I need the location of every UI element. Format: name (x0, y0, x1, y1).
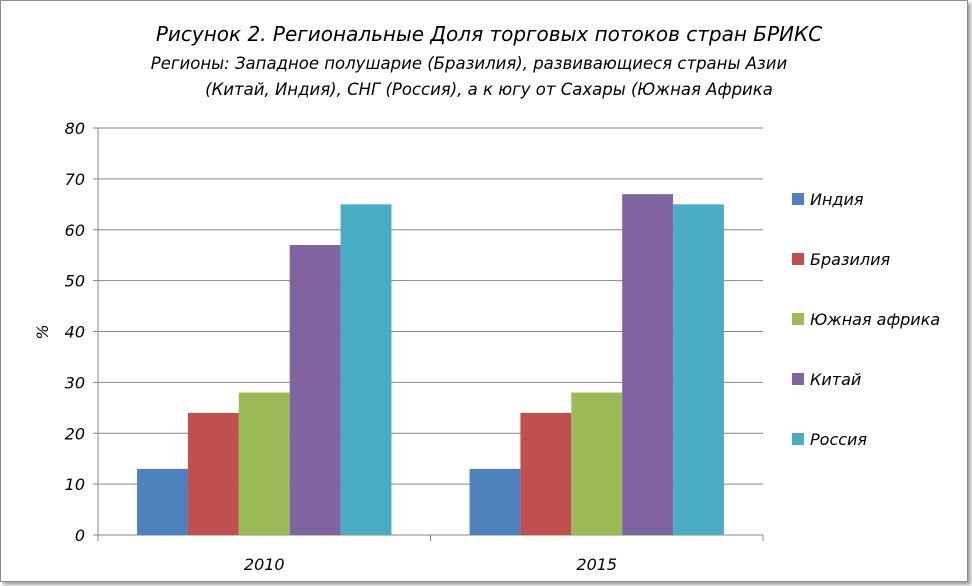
bar-2015-0 (469, 468, 521, 535)
y-tick-label: 70 (65, 170, 85, 189)
legend-swatch-2 (792, 313, 804, 325)
y-axis-label: % (33, 324, 52, 339)
legend-label: Индия (810, 190, 864, 209)
bars (137, 194, 724, 535)
chart-subtitle-line-2: (Китай, Индия), СНГ (Россия), а к югу от… (205, 80, 773, 99)
y-tick-label: 60 (65, 221, 85, 240)
bar-2015-3 (622, 194, 674, 535)
y-tick-label: 30 (65, 373, 85, 392)
bar-2015-2 (571, 392, 623, 535)
x-tick-labels: 2010 2015 (244, 555, 617, 574)
legend-label: Россия (810, 430, 867, 449)
y-tick-label: 50 (65, 272, 85, 291)
chart-title: Рисунок 2. Региональные Доля торговых по… (156, 22, 822, 46)
bar-2010-1 (187, 412, 239, 535)
chart-subtitle-line-1: Регионы: Западное полушарие (Бразилия), … (151, 54, 788, 73)
y-tick-label: 80 (65, 119, 85, 138)
bar-2010-3 (289, 245, 341, 535)
legend-swatch-0 (792, 193, 804, 205)
bar-2015-1 (520, 412, 572, 535)
y-tick-label: 0 (75, 526, 85, 545)
bar-2015-4 (673, 204, 724, 535)
y-tick-label: 10 (65, 475, 85, 494)
bar-2010-4 (340, 204, 392, 535)
legend-label: Бразилия (810, 250, 890, 269)
bar-2010-0 (137, 468, 188, 535)
legend: Индия Бразилия Южная африка Китай Россия (792, 190, 940, 449)
y-tick-labels: 0 10 20 30 40 50 60 70 80 (65, 119, 85, 545)
y-tick-label: 20 (65, 424, 85, 443)
legend-label: Южная африка (810, 310, 940, 329)
legend-swatch-4 (792, 433, 804, 445)
y-tick-label: 40 (65, 323, 85, 342)
legend-label: Китай (810, 370, 861, 389)
legend-swatch-1 (792, 253, 804, 265)
legend-swatch-3 (792, 373, 804, 385)
bar-2010-2 (238, 392, 290, 535)
x-tick-label: 2010 (244, 555, 285, 574)
x-tick-label: 2015 (576, 555, 617, 574)
